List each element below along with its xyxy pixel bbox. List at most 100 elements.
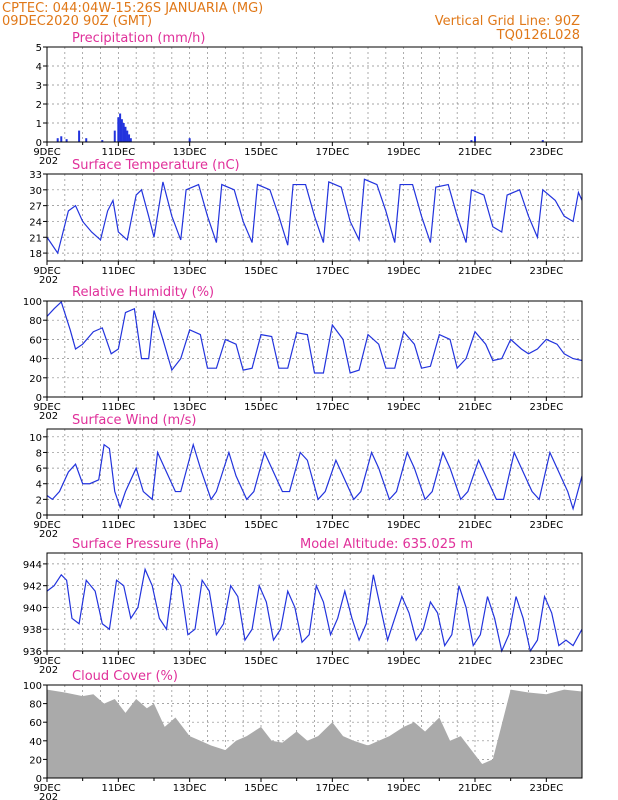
rh-ytick-label: 20 [29,374,42,385]
temp-xtick-label: 17DEC [315,266,349,277]
temp-ytick-label: 24 [29,217,42,228]
temp-xtick-label: 11DEC [101,266,135,277]
precip-ytick-label: 4 [36,62,42,73]
precip-xtick-label: 15DEC [244,147,278,158]
wind-xtick-label: 21DEC [458,520,492,531]
pressure-ytick-label: 938 [23,625,42,636]
wind-xtick-label: 13DEC [173,520,207,531]
wind-frame [46,428,583,516]
pressure-xtick-label: 19DEC [387,656,421,667]
cloud-ytick-label: 100 [23,681,42,692]
wind-series-line [46,442,583,511]
precip-bar [120,119,123,142]
temp-ytick-label: 18 [29,249,42,260]
rh-ytick-label: 100 [23,297,42,308]
precip-bar [113,130,116,142]
temp-ytick-label: 27 [29,202,42,213]
pressure-xtick-label: 11DEC [101,656,135,667]
header-model-code: TQ0126L028 [496,28,580,43]
precip-ytick-label: 0 [36,138,42,149]
precip-bar [101,140,104,142]
rh-series-line [46,300,583,374]
rh-ytick-label: 60 [29,335,42,346]
wind-xtick-label: 19DEC [387,520,421,531]
pressure-xtick-label: 15DEC [244,656,278,667]
precip-ytick-label: 5 [36,43,42,54]
temp-xtick-label: 21DEC [458,266,492,277]
pressure-xtick-label: 21DEC [458,656,492,667]
cloud-xtick-label: 9DEC [33,783,60,794]
rh-xtick-label: 19DEC [387,402,421,413]
precip-ytick-label: 1 [36,119,42,130]
precip-bar [60,136,63,142]
cloud-area [47,689,582,778]
cloud-ytick-label: 20 [29,755,42,766]
pressure-xtick-label: 9DEC [33,656,60,667]
rh-xtick-label: 11DEC [101,402,135,413]
cloud-xtick-label: 17DEC [315,783,349,794]
wind-xtick-label: 9DEC [33,520,60,531]
rh-xtick-label: 21DEC [458,402,492,413]
cloud-year-stub: 202 [39,792,58,800]
wind-ytick-label: 4 [36,480,42,491]
rh-ytick-label: 40 [29,355,42,366]
panel-temp: Surface Temperature (nC) 18 21 24 27 30 33 9DEC… [29,158,583,286]
temp-xtick-label: 15DEC [244,266,278,277]
panel-rh: Relative Humidity (%) 0 20 40 60 80 100 9DEC 11D… [23,285,583,422]
wind-ytick-label: 2 [36,495,42,506]
pressure-ytick-label: 936 [23,647,42,658]
wind-xtick-label: 11DEC [101,520,135,531]
precip-bar [124,126,127,142]
precip-xtick-label: 13DEC [173,147,207,158]
precip-xtick-label: 17DEC [315,147,349,158]
cloud-xtick-label: 15DEC [244,783,278,794]
precip-bar [126,130,129,142]
precip-xtick-label: 23DEC [529,147,563,158]
temp-year-stub: 202 [39,275,58,286]
temp-xtick-label: 9DEC [33,266,60,277]
cloud-xtick-label: 21DEC [458,783,492,794]
temp-xtick-label: 23DEC [529,266,563,277]
temp-ytick-label: 21 [29,233,42,244]
temp-ytick-label: 30 [29,186,42,197]
rh-ytick-label: 80 [29,316,42,327]
precip-bar [122,123,125,142]
pressure-ytick-label: 942 [23,582,42,593]
cloud-xtick-label: 23DEC [529,783,563,794]
precip-bar [119,113,122,142]
temp-xtick-label: 13DEC [173,266,207,277]
precip-bar [474,136,476,142]
pressure-ytick-label: 944 [23,560,42,571]
precip-year-stub: 202 [39,156,58,167]
rh-title: Relative Humidity (%) [72,285,214,300]
temp-title: Surface Temperature (nC) [72,158,240,173]
wind-xtick-label: 23DEC [529,520,563,531]
pressure-series-line [46,567,583,653]
precip-bar [470,140,473,142]
cloud-ytick-label: 80 [29,700,42,711]
header-grid-note: Vertical Grid Line: 90Z [435,14,580,29]
pressure-xtick-label: 23DEC [529,656,563,667]
precip-xtick-label: 9DEC [33,147,60,158]
wind-xtick-label: 17DEC [315,520,349,531]
panel-cloud: Cloud Cover (%) 0 20 40 60 80 100 9DEC 11DEC 13DE… [23,669,583,800]
pressure-title: Surface Pressure (hPa) [72,537,219,552]
precip-ytick-label: 2 [36,100,42,111]
pressure-xtick-label: 17DEC [315,656,349,667]
precip-bar [117,117,120,142]
rh-xtick-label: 23DEC [529,402,563,413]
cloud-xtick-label: 13DEC [173,783,207,794]
cloud-ytick-label: 60 [29,718,42,729]
cloud-title: Cloud Cover (%) [72,669,178,684]
wind-ytick-label: 8 [36,448,42,459]
precip-title: Precipitation (mm/h) [72,31,205,46]
panel-pressure: Surface Pressure (hPa) Model Altitude: 63… [23,537,583,676]
precip-bar [129,138,132,142]
rh-xtick-label: 17DEC [315,402,349,413]
pressure-annotation: Model Altitude: 635.025 m [300,537,473,552]
pressure-ytick-label: 940 [23,603,42,614]
precip-xtick-label: 19DEC [387,147,421,158]
wind-year-stub: 202 [39,529,58,540]
rh-ytick-label: 0 [36,393,42,404]
precip-xtick-label: 21DEC [458,147,492,158]
